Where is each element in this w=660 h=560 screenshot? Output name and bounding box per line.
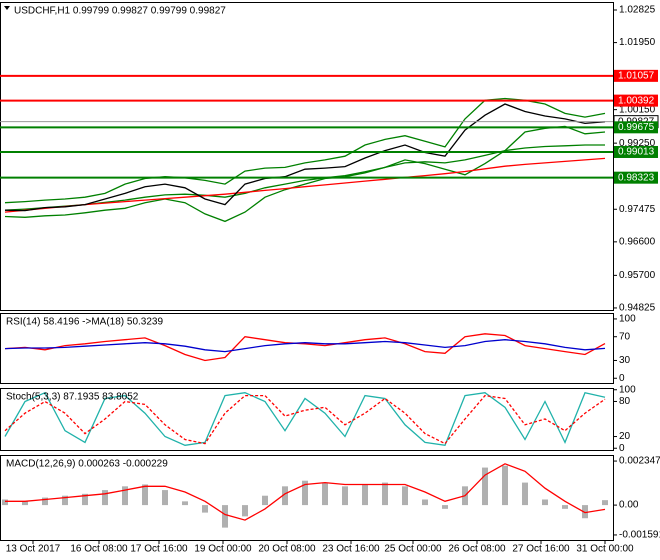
level-box [614,69,658,82]
histogram-bar [502,465,508,506]
y-tick-label: 0.97475 [619,204,656,215]
histogram-bar [542,499,548,506]
histogram-bar [122,486,128,506]
x-tick-label: 27 Oct 16:00 [512,544,570,555]
histogram-bar [202,505,208,513]
histogram-bar [142,484,148,506]
y-tick-label: 0.96600 [619,236,656,247]
x-tick-label: 17 Oct 16:00 [130,544,188,555]
y-tick-label: 0.99250 [619,138,656,149]
y-tick-label: 0.94825 [619,303,656,314]
series-line [4,333,606,362]
level-label: 1.00392 [618,95,655,106]
histogram-bar [182,501,188,506]
y-tick-label: 0 [619,373,625,384]
panel-frame [0,2,614,311]
series-line [5,463,606,521]
x-tick-label: 19 Oct 00:00 [194,544,252,555]
histogram-bar [302,480,308,506]
level-box [614,94,658,107]
panel-title: RSI(14) 58.4196 ->MA(18) 50.3239 [6,317,163,328]
menu-arrow [4,6,10,10]
histogram-bar [482,467,488,506]
x-tick-label: 16 Oct 08:00 [70,544,128,555]
histogram-bar [222,505,228,528]
histogram-bar [322,482,328,506]
histogram-bar [282,486,288,506]
histogram-bar [102,490,108,506]
series-line [4,144,605,211]
panel-frame [0,388,614,451]
y-tick-label: 0.00 [619,500,639,511]
histogram-bar [602,500,608,506]
histogram-bar [582,505,588,519]
histogram-bar [82,493,88,506]
x-tick-label: 25 Oct 00:00 [384,544,442,555]
x-tick-label: 23 Oct 16:00 [322,544,380,555]
histogram-bar [2,499,8,506]
histogram-bar [562,505,568,509]
panel-title: MACD(12,26,9) 0.000263 -0.000229 [6,459,168,470]
histogram-bar [522,482,528,506]
level-label: 1.01057 [618,70,655,81]
level-label: 0.99013 [618,147,655,158]
y-tick-label: 0.95700 [619,270,656,281]
histogram-bar [442,505,448,509]
histogram-bar [62,495,68,506]
series-line [4,97,606,204]
level-label: 0.99675 [618,122,655,133]
y-tick-label: 30 [619,355,631,366]
x-tick-label: 20 Oct 08:00 [258,544,316,555]
level-label: 0.98323 [618,172,655,183]
y-tick-label: 70 [619,331,631,342]
histogram-bar [162,490,168,506]
y-tick-label: -0.001591 [619,530,660,541]
series-line [4,391,606,447]
level-box [614,121,658,134]
panel-frame [0,313,614,384]
y-tick-label: 0 [619,443,625,454]
y-tick-label: 100 [619,384,636,395]
histogram-bar [362,484,368,506]
y-tick-label: 100 [619,314,636,325]
series-line [4,103,606,212]
y-tick-label: 80 [619,396,631,407]
panel-frame [0,455,614,541]
x-tick-label: 26 Oct 08:00 [448,544,506,555]
histogram-bar [262,495,268,506]
histogram-bar [42,497,48,506]
histogram-bar [402,486,408,506]
y-tick-label: 1.02825 [619,5,656,16]
histogram-bar [422,499,428,506]
x-tick-label: 13 Oct 2017 [6,544,61,555]
histogram-bar [342,486,348,506]
y-tick-label: 1.00150 [619,104,656,115]
y-tick-label: 1.01950 [619,37,656,48]
histogram-bar [22,501,28,506]
series-line [4,157,606,213]
x-tick-label: 31 Oct 00:00 [576,544,634,555]
y-tick-label: 20 [619,431,631,442]
y-tick-label: 0.002347 [619,456,660,467]
histogram-bar [242,505,248,517]
panel-title: Stoch(5,3,3) 87.1935 83.8052 [6,392,139,403]
series-line [4,394,606,445]
level-box [614,171,658,184]
level-box [614,145,658,158]
series-line [4,339,606,353]
panel-title: USDCHF,H1 0.99799 0.99827 0.99799 0.9982… [14,6,226,17]
histogram-bar [382,482,388,506]
